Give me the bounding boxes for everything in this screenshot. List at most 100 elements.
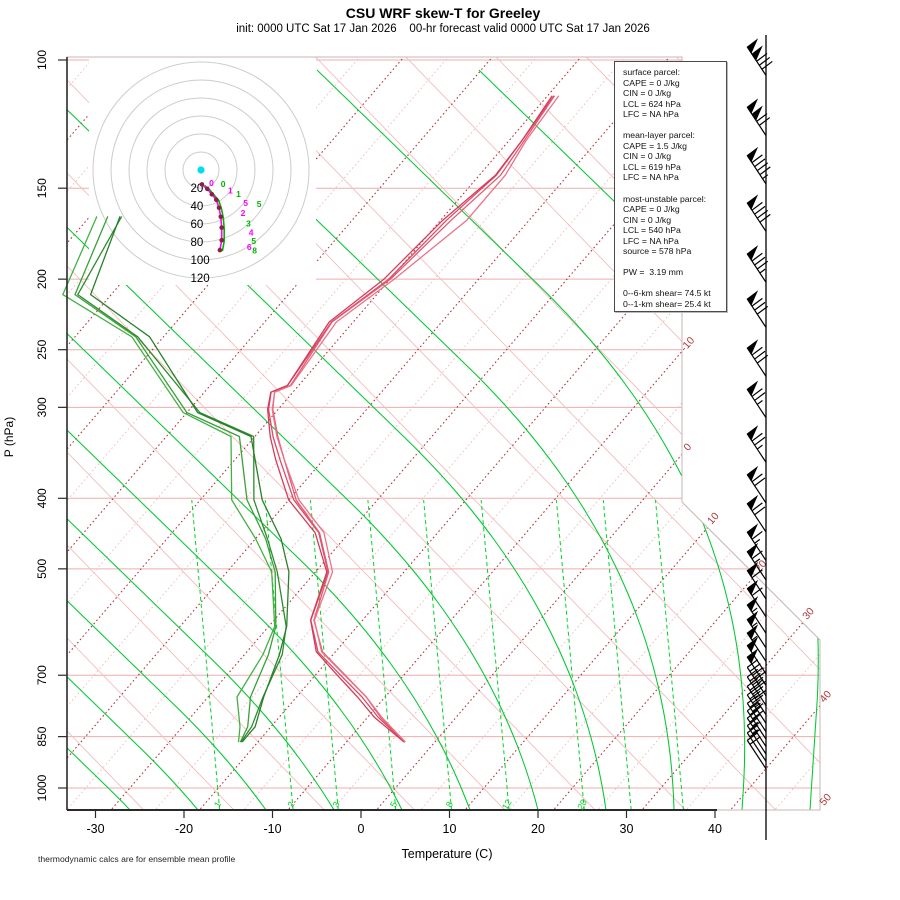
hodograph-dot xyxy=(214,197,219,202)
moist-adiabat-curve xyxy=(67,637,199,810)
info-line: PW = 3.19 mm xyxy=(623,267,684,278)
line-shape xyxy=(754,477,766,487)
line-shape xyxy=(754,158,766,168)
info-line: LCL = 540 hPa xyxy=(623,225,681,236)
hodograph-ring xyxy=(146,115,256,225)
line-shape xyxy=(759,213,771,223)
line-shape xyxy=(754,690,766,699)
pressure-tick-label: 150 xyxy=(35,178,49,198)
temperature-tick-label: 0 xyxy=(358,822,365,836)
dry-adiabat-line xyxy=(67,289,820,810)
hodograph-height-label: 0 xyxy=(209,178,214,188)
pressure-tick-label: 1000 xyxy=(35,774,49,801)
wind-barb xyxy=(746,339,769,377)
line-shape xyxy=(756,209,769,219)
storm-motion-marker xyxy=(197,166,205,174)
sounding-traces xyxy=(62,95,560,743)
line-shape xyxy=(746,724,759,734)
wind-barb xyxy=(746,542,767,581)
pressure-tick-label: 850 xyxy=(35,726,49,746)
wind-barb xyxy=(746,610,767,649)
hodograph-ring xyxy=(164,133,238,207)
line-shape xyxy=(751,635,758,641)
isotherm-label: 30 xyxy=(800,605,817,622)
line-shape xyxy=(751,530,763,540)
line-shape xyxy=(746,732,767,762)
moist-adiabat-curve xyxy=(67,481,335,810)
mixing-ratio-label: 20 xyxy=(575,798,589,812)
wind-barb xyxy=(746,290,769,328)
line-shape xyxy=(757,679,764,684)
hodograph-dot xyxy=(219,237,224,243)
info-line: LCL = 619 hPa xyxy=(623,161,681,172)
line-shape xyxy=(749,672,761,682)
line-shape xyxy=(749,728,761,738)
moist-adiabat-curve xyxy=(67,393,403,810)
line-shape xyxy=(751,502,763,512)
hodograph-ring-label: 120 xyxy=(191,273,210,285)
hodograph-height-label: 5 xyxy=(257,199,262,209)
hodograph-ring-label: 60 xyxy=(191,219,204,231)
polygon-shape xyxy=(746,561,759,578)
polygon-shape xyxy=(751,105,763,122)
sounding-member-trace xyxy=(271,95,560,743)
line-shape xyxy=(746,717,759,727)
polygon-shape xyxy=(746,465,759,482)
isotherm-line xyxy=(714,57,820,810)
line-shape xyxy=(756,400,763,405)
hodograph-height-label: 4 xyxy=(249,228,254,238)
line-shape xyxy=(752,686,764,695)
mixing-ratio-label: 1 xyxy=(212,800,223,809)
line-shape xyxy=(749,721,761,731)
polygon-shape xyxy=(746,624,759,640)
dry-adiabat-line xyxy=(67,568,820,810)
isotherm-line xyxy=(67,57,477,810)
moist-adiabat-curve xyxy=(67,293,471,810)
line-shape xyxy=(751,550,763,560)
hodograph-height-label: 1 xyxy=(228,185,233,195)
mixing-ratio-label: 8 xyxy=(444,800,455,809)
info-line xyxy=(623,120,726,131)
sounding-member-trace xyxy=(89,216,290,743)
info-line: surface parcel: xyxy=(623,67,680,77)
line-shape xyxy=(754,205,766,215)
isotherm-line xyxy=(67,57,654,810)
wind-barb xyxy=(746,146,771,185)
line-shape xyxy=(756,162,769,172)
hodograph-height-label: 6 xyxy=(247,242,252,252)
sounding-member-trace xyxy=(62,216,276,743)
wind-barb-column xyxy=(746,35,773,840)
line-shape xyxy=(746,695,759,704)
mixing-ratio-label: 3 xyxy=(331,800,342,809)
thermo-footnote: thermodynamic calcs are for ensemble mea… xyxy=(38,854,236,864)
wind-barb xyxy=(746,732,767,770)
isotherm-label: 10 xyxy=(705,510,722,527)
info-line: 0--6-km shear= 74.5 kt xyxy=(623,288,711,299)
line-shape xyxy=(751,201,763,211)
hodograph-ring-label: 20 xyxy=(191,183,204,195)
info-line: CAPE = 0 J/kg xyxy=(623,204,680,215)
wind-barb xyxy=(746,98,771,136)
isotherm-line xyxy=(67,57,565,810)
wind-barb xyxy=(746,523,767,561)
isotherm-line xyxy=(67,57,521,810)
wind-barb xyxy=(746,425,767,463)
polygon-shape xyxy=(746,542,759,559)
mixing-ratio-line xyxy=(191,499,221,810)
polygon-shape xyxy=(746,339,759,355)
line-shape xyxy=(752,721,759,727)
info-line xyxy=(623,183,726,194)
line-shape xyxy=(754,256,766,266)
line-shape xyxy=(752,703,764,712)
isotherm-line xyxy=(758,57,820,810)
info-line: LCL = 624 hPa xyxy=(623,98,681,109)
dry-adiabat-line xyxy=(67,661,820,810)
wind-barb xyxy=(746,494,767,533)
line-shape xyxy=(756,444,763,450)
line-shape xyxy=(749,682,761,691)
temperature-tick-label: 20 xyxy=(531,822,545,836)
hodograph-dot xyxy=(209,192,215,197)
